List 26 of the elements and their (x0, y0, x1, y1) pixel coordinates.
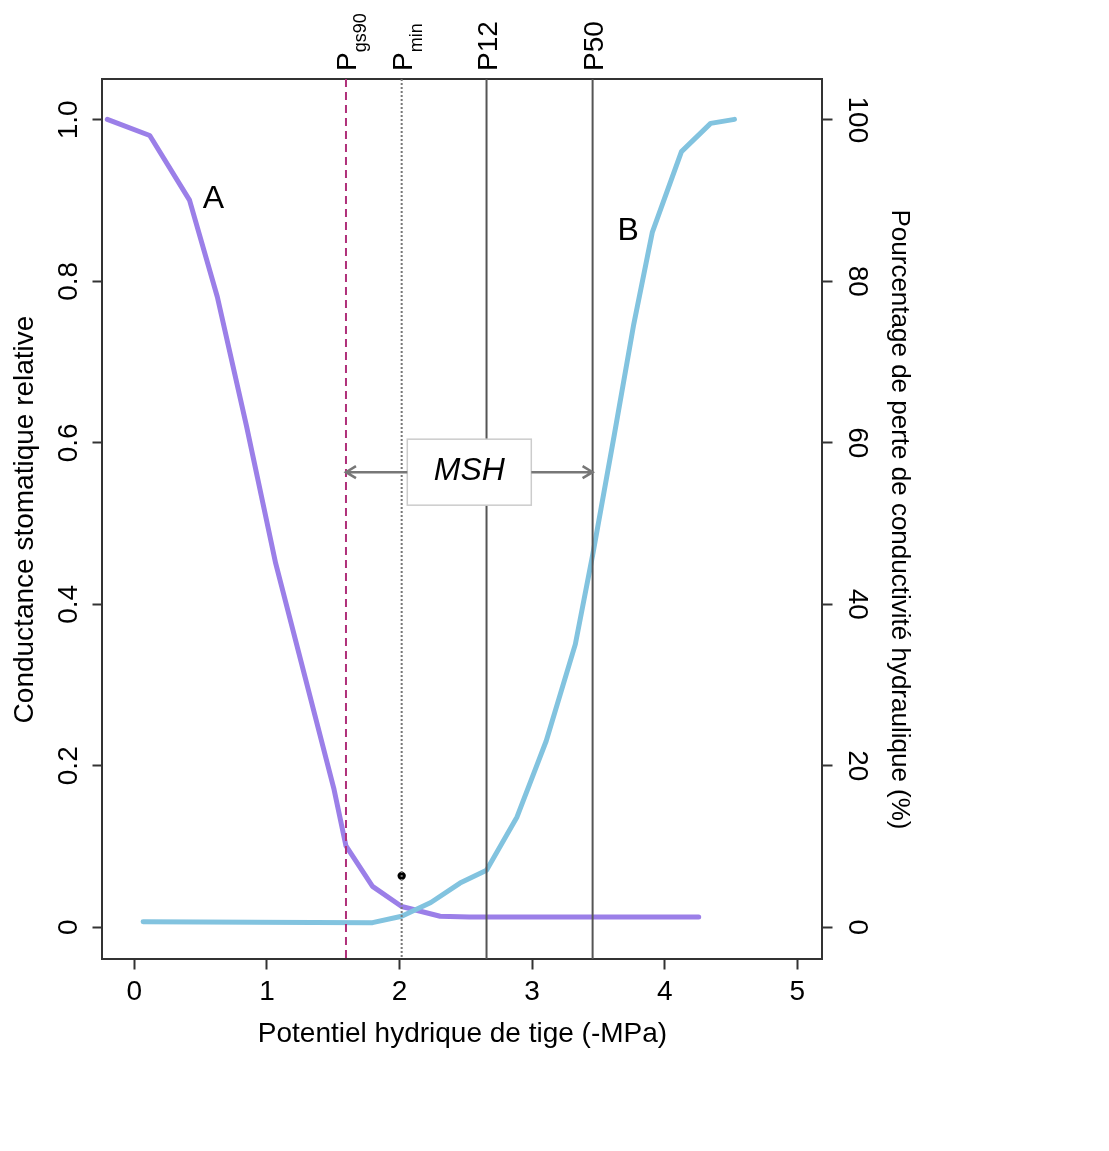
annotation: A (202, 179, 225, 216)
annotation: MSH (433, 451, 506, 488)
ref-line-label: P12 (471, 21, 503, 71)
y-tick-label: 1.0 (51, 100, 83, 140)
x-axis-title: Potentiel hydrique de tige (-MPa) (257, 1016, 668, 1048)
y-tick-label: 0.4 (51, 584, 83, 624)
y-axis-title: Conductance stomatique relative (7, 315, 39, 724)
y2-tick-label: 60 (842, 427, 874, 459)
y2-axis-title: Pourcentage de perte de conductivité hydraulique (%) (885, 209, 916, 830)
x-tick-label: 1 (259, 974, 275, 1006)
x-tick-label: 0 (126, 974, 143, 1006)
y2-tick-label: 80 (842, 265, 874, 297)
y-tick-label: 0.2 (51, 746, 83, 786)
ref-line-label: P50 (577, 21, 609, 71)
y2-tick-label: 0 (842, 919, 874, 935)
x-tick-label: 2 (391, 974, 408, 1006)
x-tick-label: 5 (789, 974, 806, 1006)
x-tick-label: 4 (656, 974, 673, 1006)
y-tick-label: 0.6 (51, 423, 83, 463)
y2-tick-label: 20 (842, 750, 874, 782)
annotation: B (617, 211, 639, 248)
y-tick-label: 0 (51, 919, 83, 935)
y2-tick-label: 40 (842, 588, 874, 620)
y2-tick-label: 100 (842, 96, 874, 144)
x-tick-label: 3 (524, 974, 540, 1006)
y-tick-label: 0.8 (51, 261, 83, 301)
